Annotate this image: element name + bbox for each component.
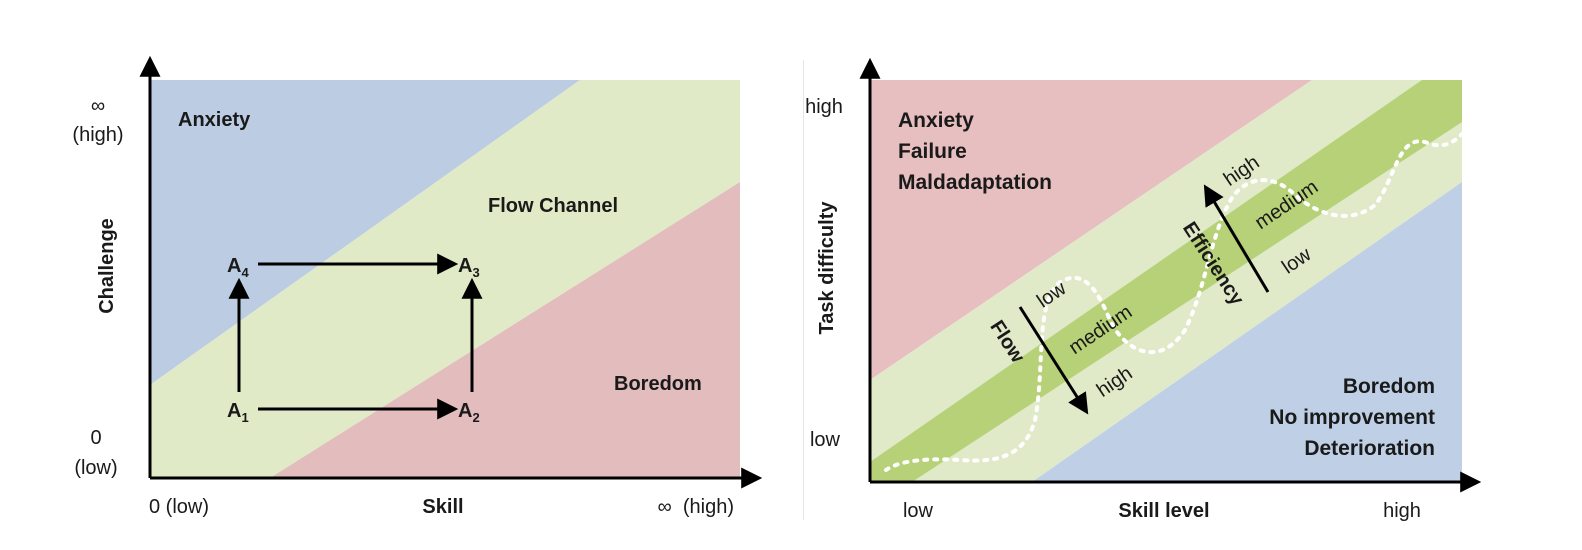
boredom-label-left: Boredom [614, 373, 702, 395]
point-a4: A4 [227, 255, 249, 280]
right-flow-diagram: Task difficulty Skill level high low low… [805, 57, 1482, 522]
right-x-high-tick: high [1383, 500, 1421, 522]
left-x-right-tick: ∞ (high) [657, 496, 734, 518]
boredom-zone-left [270, 182, 740, 478]
boredom-zone-right [1032, 182, 1462, 482]
flow-channel-zone [150, 80, 740, 478]
left-y-bottom-tick-text: (low) [74, 457, 117, 479]
flow-arrow [1018, 306, 1089, 415]
point-a2: A2 [458, 400, 480, 425]
failure-label: Failure [898, 140, 967, 163]
panel-divider [803, 60, 804, 520]
anxiety-label-right: Anxiety [898, 109, 974, 132]
performance-trajectory [884, 132, 1464, 472]
left-y-bottom-tick-value: 0 [90, 427, 101, 449]
left-y-top-tick-symbol: ∞ [91, 95, 105, 117]
flow-band-medium [870, 80, 1462, 482]
left-x-axis-label: Skill [422, 496, 463, 518]
deterioration-label: Deterioration [1304, 437, 1435, 460]
anxiety-label-left: Anxiety [178, 109, 251, 131]
left-x-left-tick: 0 (low) [149, 496, 209, 518]
right-x-axis-label: Skill level [1118, 500, 1209, 522]
maladaptation-label: Maldadaptation [898, 171, 1052, 194]
right-y-axis-label: Task difficulty [816, 201, 838, 335]
left-y-top-tick-text: (high) [72, 124, 123, 146]
right-y-low-tick: low [810, 429, 841, 451]
left-flow-diagram: Challenge Skill ∞ (high) 0 (low) 0 (low)… [72, 55, 763, 518]
boredom-label-right: Boredom [1343, 375, 1435, 398]
flow-channel-label: Flow Channel [488, 195, 618, 217]
right-x-low-tick: low [903, 500, 934, 522]
left-y-axis-label: Challenge [96, 218, 118, 314]
efficiency-arrow [1203, 184, 1270, 293]
point-a3: A3 [458, 255, 480, 280]
right-y-high-tick: high [805, 96, 843, 118]
no-improvement-label: No improvement [1269, 406, 1435, 429]
point-a1: A1 [227, 400, 249, 425]
